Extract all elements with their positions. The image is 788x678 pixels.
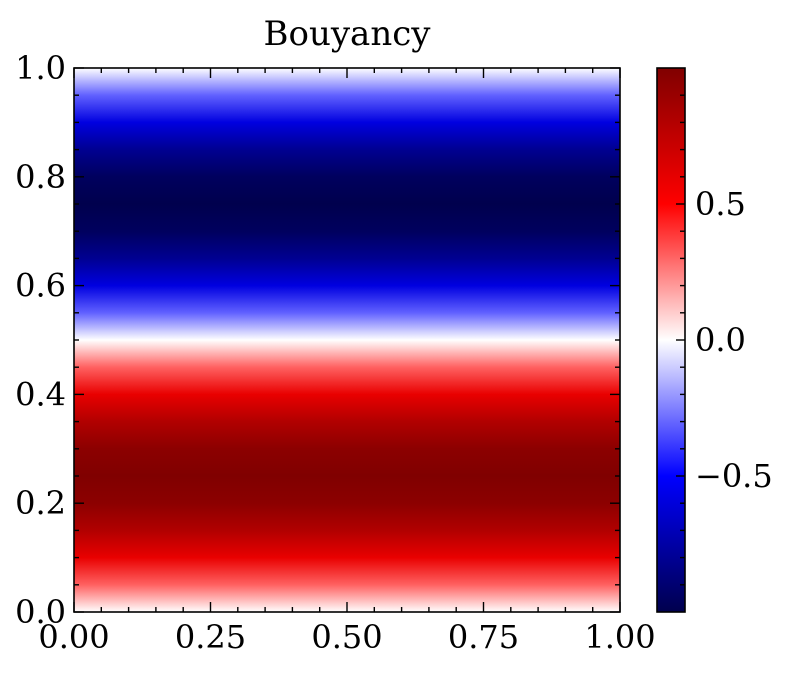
x-axis: 0.00 0.25 0.50 0.75 1.00 <box>38 68 656 656</box>
colorbar-tick-label: 0.5 <box>695 185 746 223</box>
y-tick-label: 0.2 <box>15 484 66 522</box>
y-tick-label: 0.0 <box>15 593 66 631</box>
x-tick-label: 0.50 <box>311 618 382 656</box>
y-axis: 0.0 0.2 0.4 0.6 0.8 1.0 <box>15 49 620 631</box>
y-tick-label: 0.8 <box>15 158 66 196</box>
colorbar-tick-label: 0.0 <box>695 321 746 359</box>
y-tick-label: 0.6 <box>15 267 66 305</box>
chart-title: Bouyancy <box>264 14 432 54</box>
colorbar-axis: −0.5 0.0 0.5 <box>676 94 773 586</box>
colorbar-tick-label: −0.5 <box>695 457 773 495</box>
y-tick-label: 0.4 <box>15 375 66 413</box>
y-tick-label: 1.0 <box>15 49 66 87</box>
x-tick-label: 0.75 <box>448 618 519 656</box>
x-tick-label: 1.00 <box>584 618 655 656</box>
x-tick-label: 0.25 <box>175 618 246 656</box>
x-tick-label: 0.00 <box>38 618 109 656</box>
heatmap-field <box>74 68 620 612</box>
